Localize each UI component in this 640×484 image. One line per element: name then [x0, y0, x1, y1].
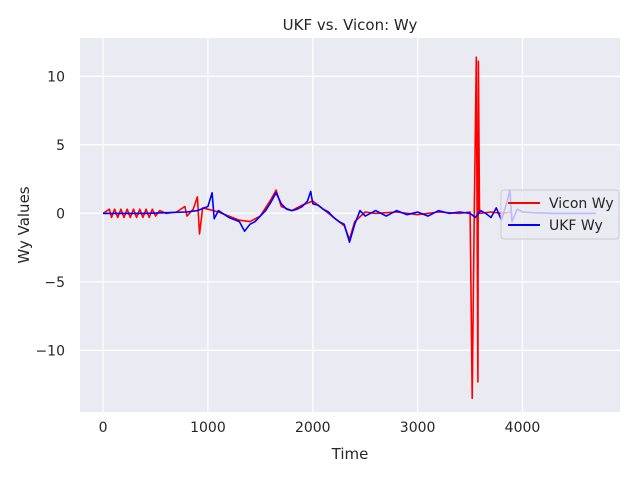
tick-label-layer: 0 1000 2000 3000 4000 10 5 0 −5 −10 — [35, 69, 540, 436]
legend-label-ukf: UKF Wy — [549, 218, 603, 234]
y-tick-label: 10 — [47, 69, 65, 85]
x-tick-label: 1000 — [190, 420, 226, 436]
x-tick-label: 4000 — [505, 420, 541, 436]
legend-label-vicon: Vicon Wy — [549, 196, 614, 212]
series-line-ukf-wy — [103, 189, 596, 243]
y-tick-label: −10 — [35, 343, 65, 359]
y-tick-label: −5 — [44, 275, 65, 291]
x-tick-label: 0 — [99, 420, 108, 436]
series-layer — [102, 56, 596, 400]
y-tick-label: 0 — [56, 206, 65, 222]
legend: Vicon Wy UKF Wy — [500, 189, 620, 240]
x-axis-label: Time — [331, 445, 369, 463]
x-tick-label: 3000 — [400, 420, 436, 436]
y-axis-label: Wy Values — [15, 186, 33, 263]
y-tick-label: 5 — [56, 138, 65, 154]
chart-title: UKF vs. Vicon: Wy — [283, 16, 418, 34]
x-tick-label: 2000 — [295, 420, 331, 436]
